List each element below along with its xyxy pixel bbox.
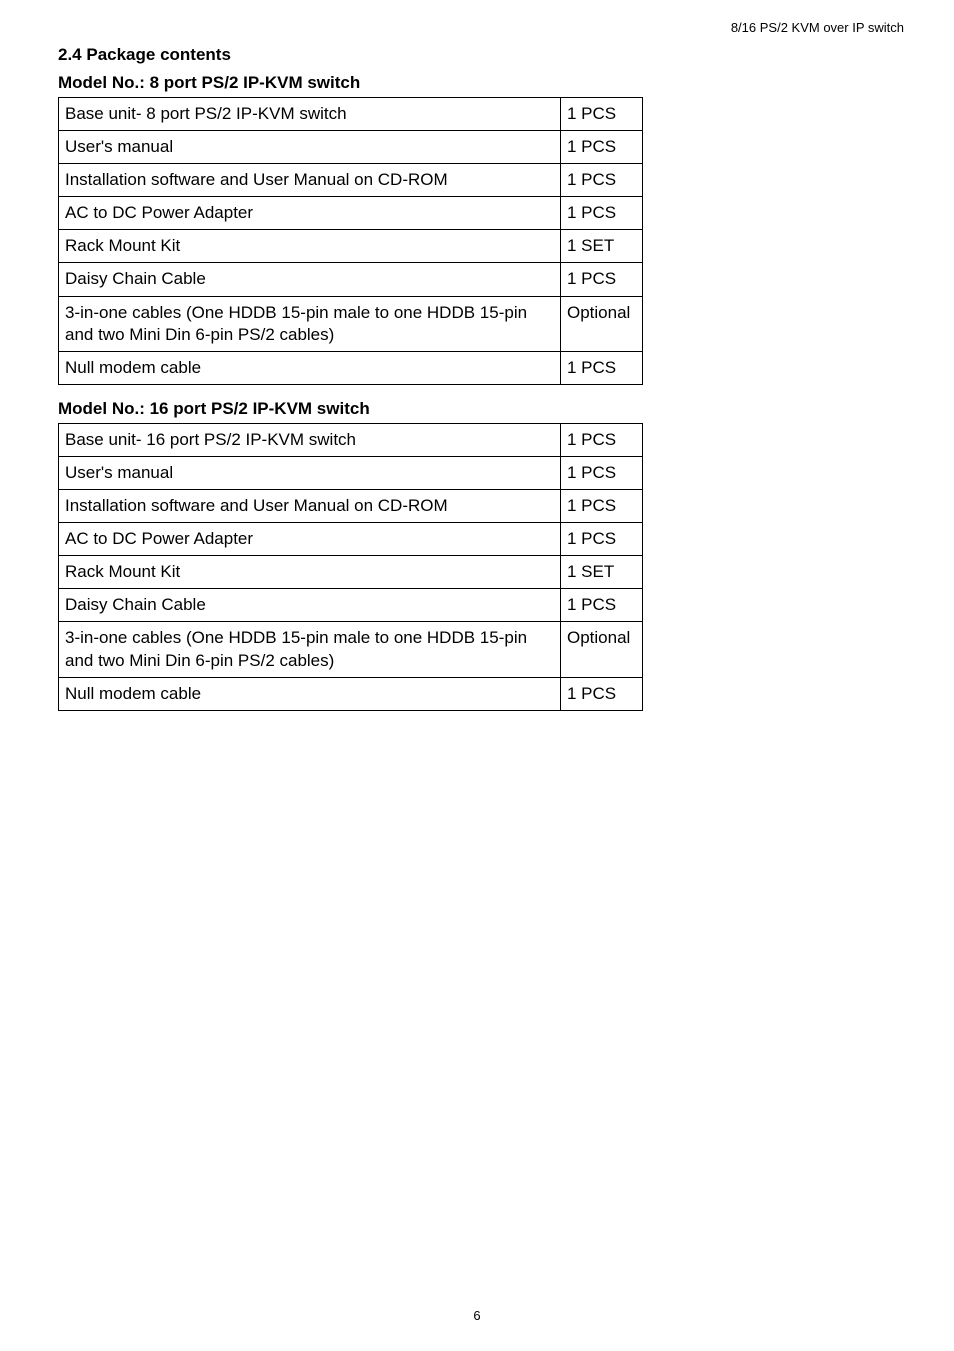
table-row: User's manual1 PCS	[59, 456, 643, 489]
item-cell: Installation software and User Manual on…	[59, 490, 561, 523]
qty-cell: 1 PCS	[561, 589, 643, 622]
table-row: Base unit- 8 port PS/2 IP-KVM switch1 PC…	[59, 98, 643, 131]
item-cell: User's manual	[59, 456, 561, 489]
model-title-0: Model No.: 8 port PS/2 IP-KVM switch	[58, 73, 904, 93]
table-row: AC to DC Power Adapter1 PCS	[59, 197, 643, 230]
qty-cell: 1 PCS	[561, 263, 643, 296]
item-cell: AC to DC Power Adapter	[59, 523, 561, 556]
qty-cell: 1 PCS	[561, 456, 643, 489]
package-table-0: Base unit- 8 port PS/2 IP-KVM switch1 PC…	[58, 97, 643, 385]
qty-cell: 1 PCS	[561, 677, 643, 710]
qty-cell: 1 PCS	[561, 197, 643, 230]
table-row: 3-in-one cables (One HDDB 15-pin male to…	[59, 296, 643, 351]
qty-cell: 1 SET	[561, 230, 643, 263]
table-row: Null modem cable1 PCS	[59, 351, 643, 384]
qty-cell: Optional	[561, 296, 643, 351]
table-row: Rack Mount Kit1 SET	[59, 556, 643, 589]
table-row: Installation software and User Manual on…	[59, 490, 643, 523]
table-row: 3-in-one cables (One HDDB 15-pin male to…	[59, 622, 643, 677]
qty-cell: 1 PCS	[561, 523, 643, 556]
item-cell: Base unit- 16 port PS/2 IP-KVM switch	[59, 423, 561, 456]
main-content: 2.4 Package contents Model No.: 8 port P…	[0, 0, 954, 711]
item-cell: 3-in-one cables (One HDDB 15-pin male to…	[59, 296, 561, 351]
item-cell: Rack Mount Kit	[59, 556, 561, 589]
model-title-1: Model No.: 16 port PS/2 IP-KVM switch	[58, 399, 904, 419]
table-row: Null modem cable1 PCS	[59, 677, 643, 710]
qty-cell: 1 PCS	[561, 423, 643, 456]
qty-cell: 1 PCS	[561, 351, 643, 384]
section-title: 2.4 Package contents	[58, 45, 904, 65]
qty-cell: Optional	[561, 622, 643, 677]
table-row: Daisy Chain Cable1 PCS	[59, 263, 643, 296]
qty-cell: 1 SET	[561, 556, 643, 589]
qty-cell: 1 PCS	[561, 131, 643, 164]
item-cell: Base unit- 8 port PS/2 IP-KVM switch	[59, 98, 561, 131]
item-cell: Rack Mount Kit	[59, 230, 561, 263]
item-cell: Installation software and User Manual on…	[59, 164, 561, 197]
qty-cell: 1 PCS	[561, 164, 643, 197]
qty-cell: 1 PCS	[561, 98, 643, 131]
item-cell: User's manual	[59, 131, 561, 164]
item-cell: 3-in-one cables (One HDDB 15-pin male to…	[59, 622, 561, 677]
table-row: Daisy Chain Cable1 PCS	[59, 589, 643, 622]
table-row: AC to DC Power Adapter1 PCS	[59, 523, 643, 556]
package-table-1: Base unit- 16 port PS/2 IP-KVM switch1 P…	[58, 423, 643, 711]
table-row: User's manual1 PCS	[59, 131, 643, 164]
header-right-text: 8/16 PS/2 KVM over IP switch	[731, 20, 904, 35]
table-row: Base unit- 16 port PS/2 IP-KVM switch1 P…	[59, 423, 643, 456]
item-cell: Null modem cable	[59, 677, 561, 710]
item-cell: AC to DC Power Adapter	[59, 197, 561, 230]
item-cell: Daisy Chain Cable	[59, 263, 561, 296]
item-cell: Null modem cable	[59, 351, 561, 384]
page-number: 6	[0, 1308, 954, 1323]
table-row: Installation software and User Manual on…	[59, 164, 643, 197]
qty-cell: 1 PCS	[561, 490, 643, 523]
table-row: Rack Mount Kit1 SET	[59, 230, 643, 263]
item-cell: Daisy Chain Cable	[59, 589, 561, 622]
